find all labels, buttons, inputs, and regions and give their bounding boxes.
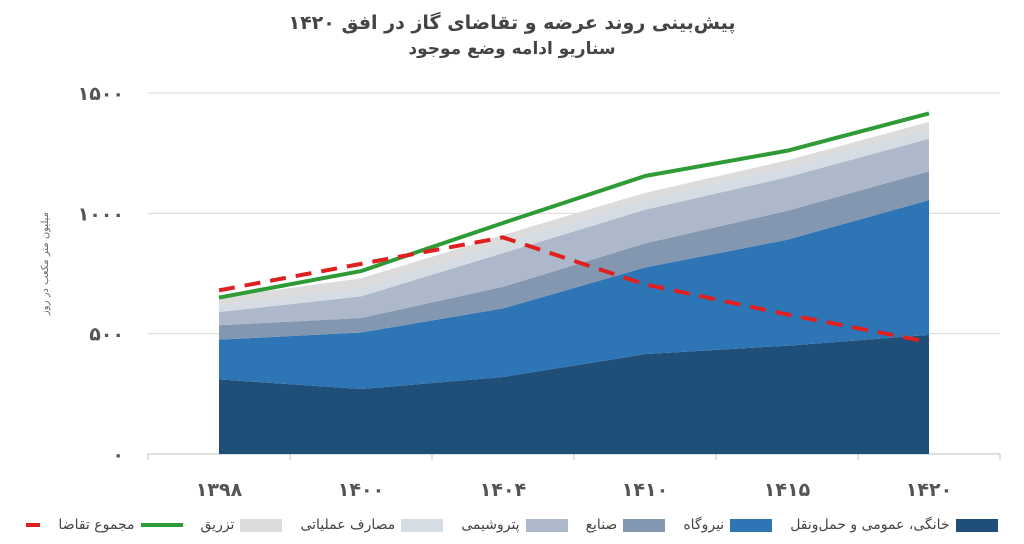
x-tick-label: ۱۴۱۰	[622, 479, 668, 501]
x-tick-label: ۱۴۱۵	[764, 479, 811, 501]
y-tick-label: ۱۵۰۰	[78, 83, 124, 105]
legend-swatch	[525, 518, 568, 532]
legend-label: پتروشیمی	[461, 517, 520, 533]
legend-label: مصارف عملیاتی	[300, 517, 396, 533]
legend-label: تزریق	[200, 517, 235, 533]
legend-label: مجموع تقاضا	[58, 517, 135, 533]
legend-item: مصارف عملیاتی	[300, 517, 444, 533]
y-axis-label: میلیون متر مکعب در روز	[40, 212, 51, 316]
line-series	[218, 235, 930, 345]
legend-item: صنایع	[586, 517, 666, 533]
chart-title: پیش‌بینی روند عرضه و تقاضای گاز در افق ۱…	[288, 12, 736, 34]
legend-swatch	[623, 518, 666, 532]
area-series	[219, 171, 929, 340]
legend-swatch	[401, 518, 444, 532]
legend-swatch	[140, 523, 183, 527]
x-tick-label: ۱۳۹۸	[196, 479, 243, 501]
legend-item: پتروشیمی	[461, 517, 568, 533]
y-tick-label: ۵۰۰	[89, 324, 124, 346]
legend-label: خانگی، عمومی و حمل‌ونقل	[790, 517, 950, 533]
legend-swatch	[730, 518, 773, 532]
y-tick-label: ۰	[112, 444, 124, 466]
legend-swatch	[240, 518, 283, 532]
area-series	[219, 334, 929, 454]
y-tick-label: ۱۰۰۰	[78, 203, 124, 225]
chart-legend: خانگی، عمومی و حمل‌ونقل نیروگاه صنایع پتروش…	[0, 512, 1024, 538]
line-series	[218, 111, 930, 300]
legend-item: مجموع تقاضا	[58, 517, 183, 533]
chart-subtitle: سناریو ادامه وضع موجود	[408, 39, 616, 59]
x-tick-label: ۱۴۰۰	[338, 479, 384, 501]
x-tick-label: ۱۴۲۰	[906, 479, 952, 501]
legend-item: خانگی، عمومی و حمل‌ونقل	[790, 517, 998, 533]
legend-item: نیروگاه	[683, 517, 773, 533]
x-tick-label: ۱۴۰۴	[480, 479, 526, 501]
area-series	[219, 200, 929, 390]
legend-swatch	[955, 518, 998, 532]
legend-label: نیروگاه	[683, 517, 725, 533]
legend-item: تزریق	[201, 517, 283, 533]
legend-label: صنایع	[585, 517, 618, 533]
chart-title-block: پیش‌بینی روند عرضه و تقاضای گاز در افق ۱…	[0, 10, 1024, 62]
legend-swatch	[26, 523, 41, 527]
legend-item	[26, 523, 41, 527]
